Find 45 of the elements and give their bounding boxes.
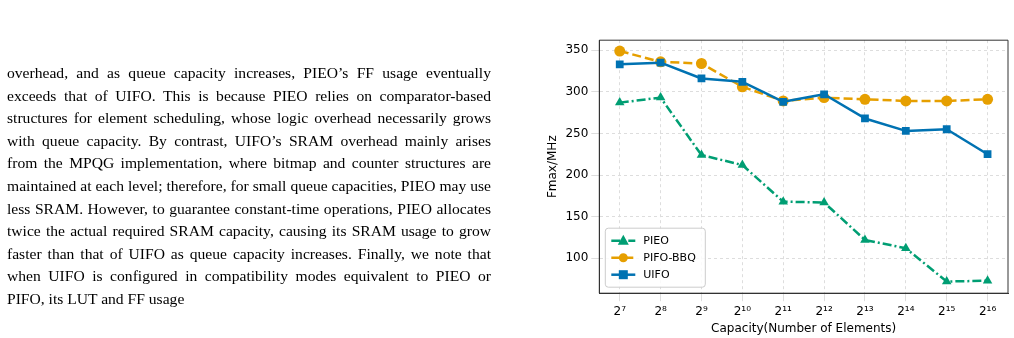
- point: [655, 92, 666, 101]
- point: [614, 45, 626, 57]
- point: [901, 127, 910, 135]
- point: [982, 93, 994, 105]
- point: [778, 196, 788, 205]
- point: [614, 97, 625, 106]
- x-tick-label: 2⁹: [695, 303, 708, 318]
- point: [900, 95, 912, 107]
- point: [941, 276, 952, 285]
- y-tick-label: 350: [565, 42, 589, 57]
- x-tick-label: 2⁷: [613, 303, 627, 318]
- legend-label: PIFO-BBQ: [643, 250, 697, 264]
- point: [737, 159, 748, 168]
- point: [696, 149, 707, 158]
- point: [982, 275, 993, 284]
- point: [860, 234, 870, 243]
- point: [942, 125, 951, 134]
- x-tick-label: 2⁸: [654, 303, 668, 318]
- text: overhead, and as queue capacity increases, PIEO’s FF usage eventually exceeds that of UIFO. This is because PIEO relies on comparator-based structures for element scheduling, whose logic overhead necessarily grows with queue capacity. By contrast, UIFO’s SRAM overhead mainly arises from the MPQG implementation, where bitmap and counter structures are maintained at each level; therefore, for small queue capacities, PIEO may use less SRAM. However, to guarantee constant-time operations, PIEO allocates twice the actual required SRAM capacity, causing its SRAM usage to grow faster than that of UIFO as queue capacity increases. Finally, we note that when UIFO is configured in compatibility modes equivalent to PIEO or PIFO, its LUT and FF usage: [7, 64, 491, 307]
- x-tick-label: 2¹⁴: [897, 303, 915, 318]
- y-tick-label: 150: [565, 208, 589, 223]
- x-axis-title: Capacity(Number of Elements): [711, 320, 897, 335]
- point: [941, 95, 953, 107]
- legend-label: UIFO: [643, 267, 670, 281]
- legend-label: PIEO: [643, 233, 670, 247]
- point: [901, 242, 911, 252]
- y-tick-label: 100: [565, 250, 589, 265]
- x-tick-label: 2¹⁶: [978, 303, 997, 318]
- x-tick-label: 2¹³: [856, 303, 874, 318]
- point: [983, 150, 992, 159]
- point: [738, 77, 747, 86]
- point: [859, 93, 871, 105]
- point: [615, 60, 624, 69]
- x-tick-label: 2¹²: [815, 303, 833, 318]
- y-tick-label: 300: [565, 83, 589, 98]
- point: [819, 196, 829, 206]
- point: [861, 114, 869, 123]
- x-tick-label: 2¹⁰: [733, 303, 752, 318]
- y-tick-label: 250: [565, 125, 589, 140]
- y-axis-title: Fmax/MHz: [545, 135, 560, 199]
- point: [695, 58, 707, 69]
- x-tick-label: 2¹⁵: [938, 303, 956, 318]
- point: [820, 90, 828, 99]
- y-tick-label: 200: [565, 167, 589, 182]
- x-tick-label: 2¹¹: [774, 303, 793, 318]
